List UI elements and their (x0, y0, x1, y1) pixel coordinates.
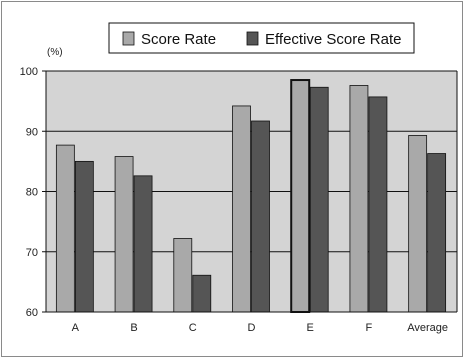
y-tick-labels: 60 70 80 90 100 (20, 66, 38, 319)
y-tick-label: 60 (26, 307, 38, 319)
axes (42, 70, 458, 313)
x-tick-label: E (307, 322, 314, 334)
bar-effective-score-rate-average (427, 153, 447, 313)
legend: Score Rate Effective Score Rate (108, 22, 415, 54)
y-unit-label: (%) (47, 47, 63, 58)
bar-score-rate-c (173, 238, 193, 313)
x-tick-label: A (72, 322, 80, 334)
bar-effective-score-rate-b (133, 175, 153, 313)
bar-score-rate-average (408, 135, 428, 313)
legend-label: Effective Score Rate (265, 31, 401, 48)
x-tick-labels: A B C D E F Average (72, 322, 448, 334)
bar-effective-score-rate-c (192, 274, 212, 313)
bar-score-rate-a (55, 144, 75, 313)
bar-effective-score-rate-f (368, 96, 388, 313)
y-tick-label: 100 (20, 66, 38, 78)
bars (55, 79, 447, 313)
bar-score-rate-e (290, 79, 311, 313)
bar-score-rate-d (232, 105, 251, 313)
legend-box (108, 22, 415, 54)
legend-label: Score Rate (141, 31, 216, 48)
legend-swatch (246, 31, 259, 46)
bar-effective-score-rate-d (251, 120, 270, 313)
x-tick-label: C (189, 322, 197, 334)
y-tick-label: 80 (26, 187, 38, 199)
bar-effective-score-rate-e (309, 86, 329, 313)
x-tick-label: Average (407, 322, 448, 334)
bar-score-rate-b (114, 156, 134, 313)
x-tick-label: B (130, 322, 137, 334)
x-tick-label: F (366, 322, 373, 334)
x-tick-label: D (248, 322, 256, 334)
legend-swatch (122, 31, 135, 46)
y-tick-label: 70 (26, 247, 38, 259)
y-tick-label: 90 (26, 126, 38, 138)
bar-score-rate-f (349, 85, 369, 313)
bar-effective-score-rate-a (74, 160, 94, 313)
